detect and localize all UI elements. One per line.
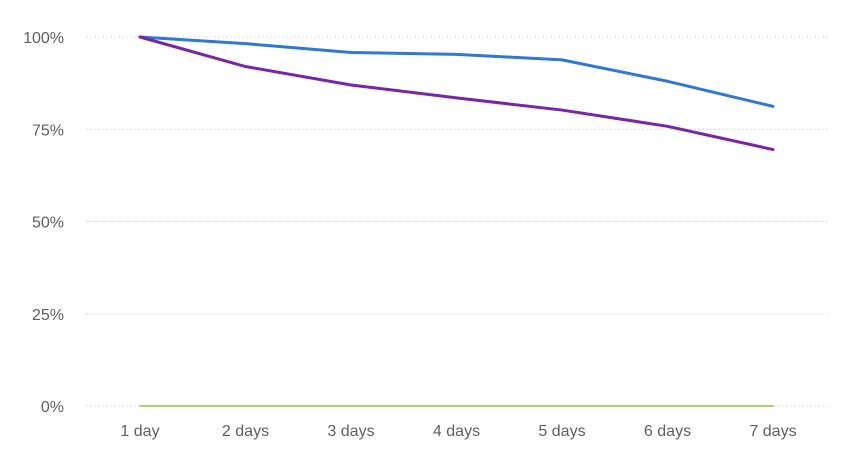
y-tick-label: 50% — [32, 215, 64, 232]
y-tick-label: 0% — [41, 399, 64, 416]
y-tick-label: 100% — [23, 30, 64, 47]
series-line-1 — [138, 35, 775, 108]
x-tick-label: 4 days — [433, 423, 480, 440]
series-line-2 — [138, 35, 775, 152]
y-tick-label: 75% — [32, 122, 64, 139]
x-tick-label: 7 days — [749, 423, 796, 440]
series-lines — [138, 35, 775, 407]
y-axis-tick-labels: 0% 25% 50% 75% 100% — [23, 30, 64, 416]
x-tick-label: 6 days — [644, 423, 691, 440]
x-tick-label: 1 day — [120, 423, 159, 440]
x-tick-label: 2 days — [222, 423, 269, 440]
y-tick-label: 25% — [32, 307, 64, 324]
x-axis-tick-labels: 1 day 2 days 3 days 4 days 5 days 6 days 7 day… — [120, 423, 796, 440]
x-tick-label: 5 days — [538, 423, 585, 440]
x-tick-label: 3 days — [327, 423, 374, 440]
